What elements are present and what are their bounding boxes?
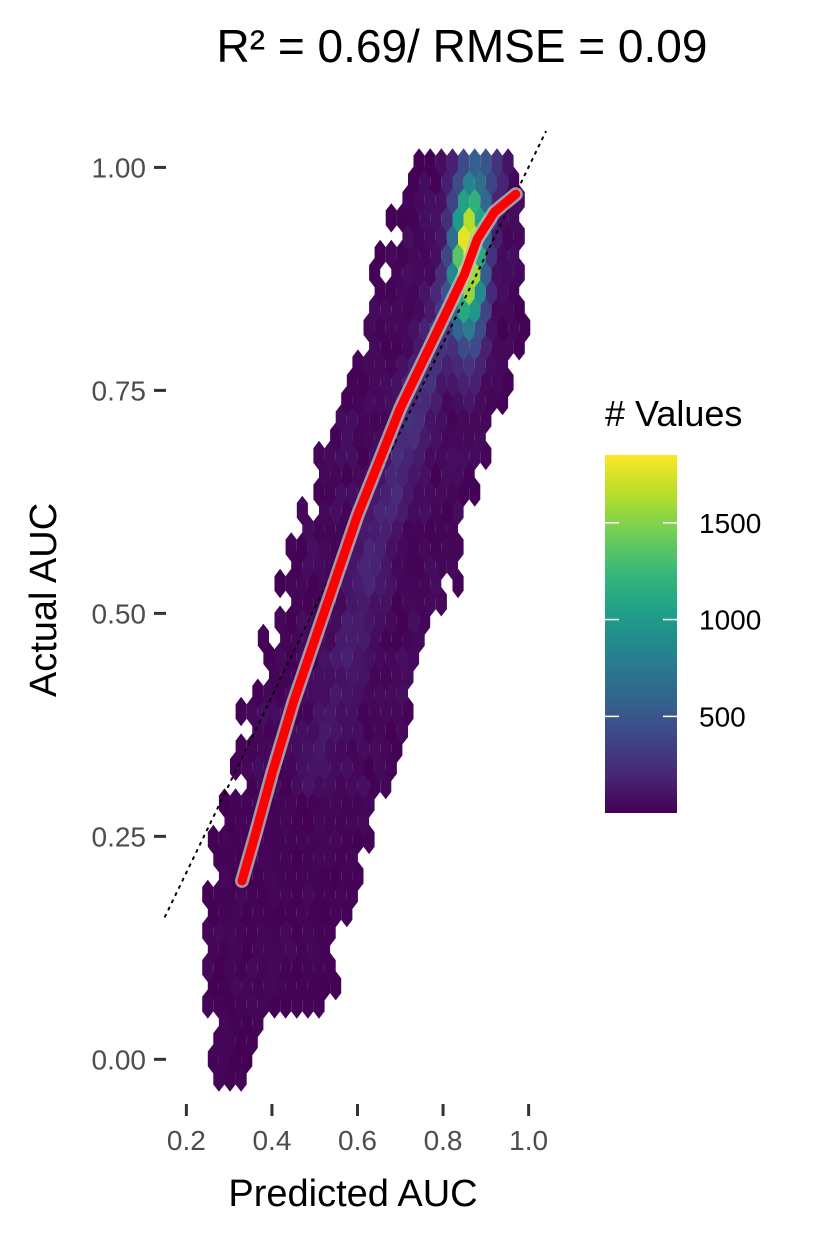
hexbin-cell (313, 440, 325, 471)
hexbin-cell (469, 148, 481, 178)
hexbin-cell (330, 422, 342, 452)
legend-tick-label: 1500 (699, 508, 761, 539)
y-axis-title: Actual AUC (23, 503, 65, 697)
hexbin-cell (385, 239, 397, 270)
legend-tick-label: 1000 (699, 605, 761, 636)
x-axis-title: Predicted AUC (228, 1173, 477, 1215)
hexbin-cell (235, 696, 247, 727)
x-tick-label: 0.4 (252, 1125, 291, 1156)
hexbin-cell (424, 148, 436, 178)
hexbin-cell (480, 148, 492, 178)
y-tick-label: 0.75 (92, 375, 147, 406)
hexbin-cell (252, 678, 264, 708)
x-tick-label: 0.6 (338, 1125, 377, 1156)
hexbin-cell (246, 733, 258, 763)
hexbin-cell (296, 495, 308, 525)
hexbin-cell (452, 532, 464, 562)
hexbin-cell (491, 148, 503, 178)
hexbin-cell (285, 532, 297, 562)
y-axis: 0.00 0.25 0.50 0.75 1.00 (92, 152, 166, 1075)
hexbin-cell (202, 952, 214, 983)
hexbin-cell (374, 239, 386, 270)
hexbin-cell (402, 184, 414, 215)
hexbin-cell (324, 952, 336, 983)
hexbin-cell (274, 642, 286, 672)
hexbin-cell (385, 203, 397, 233)
legend-tick-label: 500 (699, 701, 746, 732)
hexbin-cell (435, 148, 447, 178)
reference-line-layer (164, 130, 547, 918)
hexbin-cell (202, 879, 214, 909)
chart-title: R² = 0.69/ RMSE = 0.09 (217, 20, 708, 72)
hexbin-cell (230, 788, 242, 818)
y-tick-label: 1.00 (92, 152, 147, 183)
hexbin-layer (202, 148, 531, 1092)
fit-line-layer (235, 187, 523, 888)
hexbin-cell (458, 148, 470, 178)
hexbin-cell (230, 751, 242, 781)
fit-line (237, 189, 521, 886)
hexbin-cell (218, 788, 230, 818)
hexbin-cell (446, 148, 458, 178)
hexbin-cell (363, 312, 375, 343)
x-tick-label: 0.2 (167, 1125, 206, 1156)
y-tick-label: 0.25 (92, 821, 147, 852)
hexbin-cell (413, 148, 425, 178)
x-tick-label: 0.8 (424, 1125, 463, 1156)
hexbin-cell (274, 605, 286, 635)
hexbin-cell (257, 623, 269, 653)
hexbin-cell (352, 349, 364, 379)
x-axis: 0.2 0.4 0.6 0.8 1.0 (167, 1104, 548, 1156)
hexbin-cell (202, 989, 214, 1019)
hexbin-cell (274, 568, 286, 599)
legend-ticks: 500 1000 1500 (605, 508, 761, 732)
reference-line (164, 130, 547, 918)
y-tick-label: 0.00 (92, 1044, 147, 1075)
hexbin-cell (352, 861, 364, 891)
colorbar (605, 455, 677, 813)
colorbar-legend: # Values 500 1000 1500 (605, 393, 761, 813)
legend-title: # Values (605, 393, 742, 434)
hexbin-cell (502, 148, 514, 178)
y-tick-label: 0.50 (92, 598, 147, 629)
hexbin-cell (207, 824, 219, 855)
hexbin-cell (235, 733, 247, 763)
x-tick-label: 1.0 (509, 1125, 548, 1156)
